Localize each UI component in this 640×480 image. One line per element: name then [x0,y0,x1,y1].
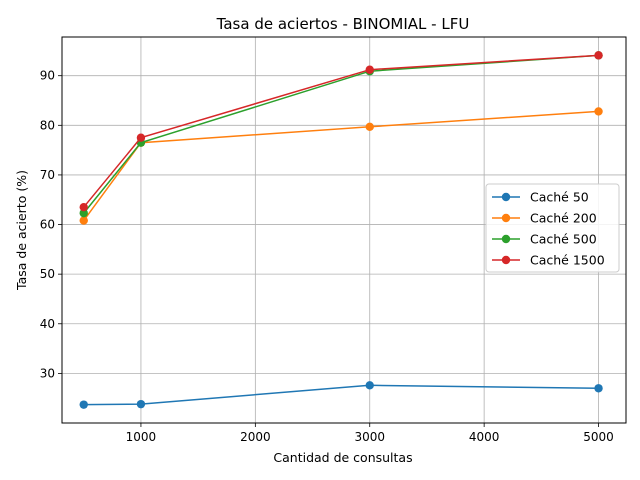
legend-marker [501,192,511,202]
legend-marker [501,213,511,223]
legend: Caché 50 Caché 200 Caché 500 Caché 1500 [485,183,620,273]
legend-label: Caché 200 [530,211,597,226]
x-tick-label: 3000 [354,430,385,444]
y-axis-ticks: 30 40 50 60 70 80 90 [40,69,62,380]
legend-item: Caché 50 [492,190,589,205]
data-point [594,51,603,60]
legend-item: Caché 200 [492,211,597,226]
y-tick-label: 40 [40,317,55,331]
y-tick-label: 50 [40,267,55,281]
data-point [594,107,603,116]
x-tick-label: 4000 [469,430,500,444]
y-tick-label: 60 [40,218,55,232]
series-line [83,54,599,208]
y-tick-label: 30 [40,366,55,380]
legend-label: Caché 500 [530,232,597,247]
data-point [79,400,88,409]
series-line [83,384,599,406]
data-point [136,133,146,142]
data-point [365,122,374,132]
y-tick-label: 80 [40,118,55,132]
y-axis-label: Tasa de acierto (%) [14,170,29,291]
legend-label: Caché 1500 [530,253,605,268]
plot-frame [61,36,627,424]
series-1 [79,381,603,409]
legend-marker [501,234,511,244]
x-tick-label: 5000 [583,430,614,444]
series-group [79,51,603,409]
y-tick-label: 90 [40,69,55,83]
x-tick-label: 2000 [240,430,271,444]
x-axis-ticks: 1000 2000 3000 4000 5000 [126,423,614,444]
data-point [365,381,374,390]
data-point [594,384,603,393]
data-point [136,399,146,409]
data-point [79,216,88,225]
legend-label: Caché 50 [530,190,589,205]
x-tick-label: 1000 [126,430,157,444]
legend-frame [485,183,620,273]
data-point [365,65,374,74]
x-axis-label: Cantidad de consultas [273,450,412,465]
legend-marker [501,255,511,265]
chart-title: Tasa de aciertos - BINOMIAL - LFU [216,15,470,33]
series-line [83,110,599,222]
legend-item: Caché 500 [492,232,597,247]
data-point [79,208,88,218]
series-4 [79,51,603,212]
y-tick-label: 70 [40,168,55,182]
legend-item: Caché 1500 [492,253,605,268]
data-point [79,202,88,212]
